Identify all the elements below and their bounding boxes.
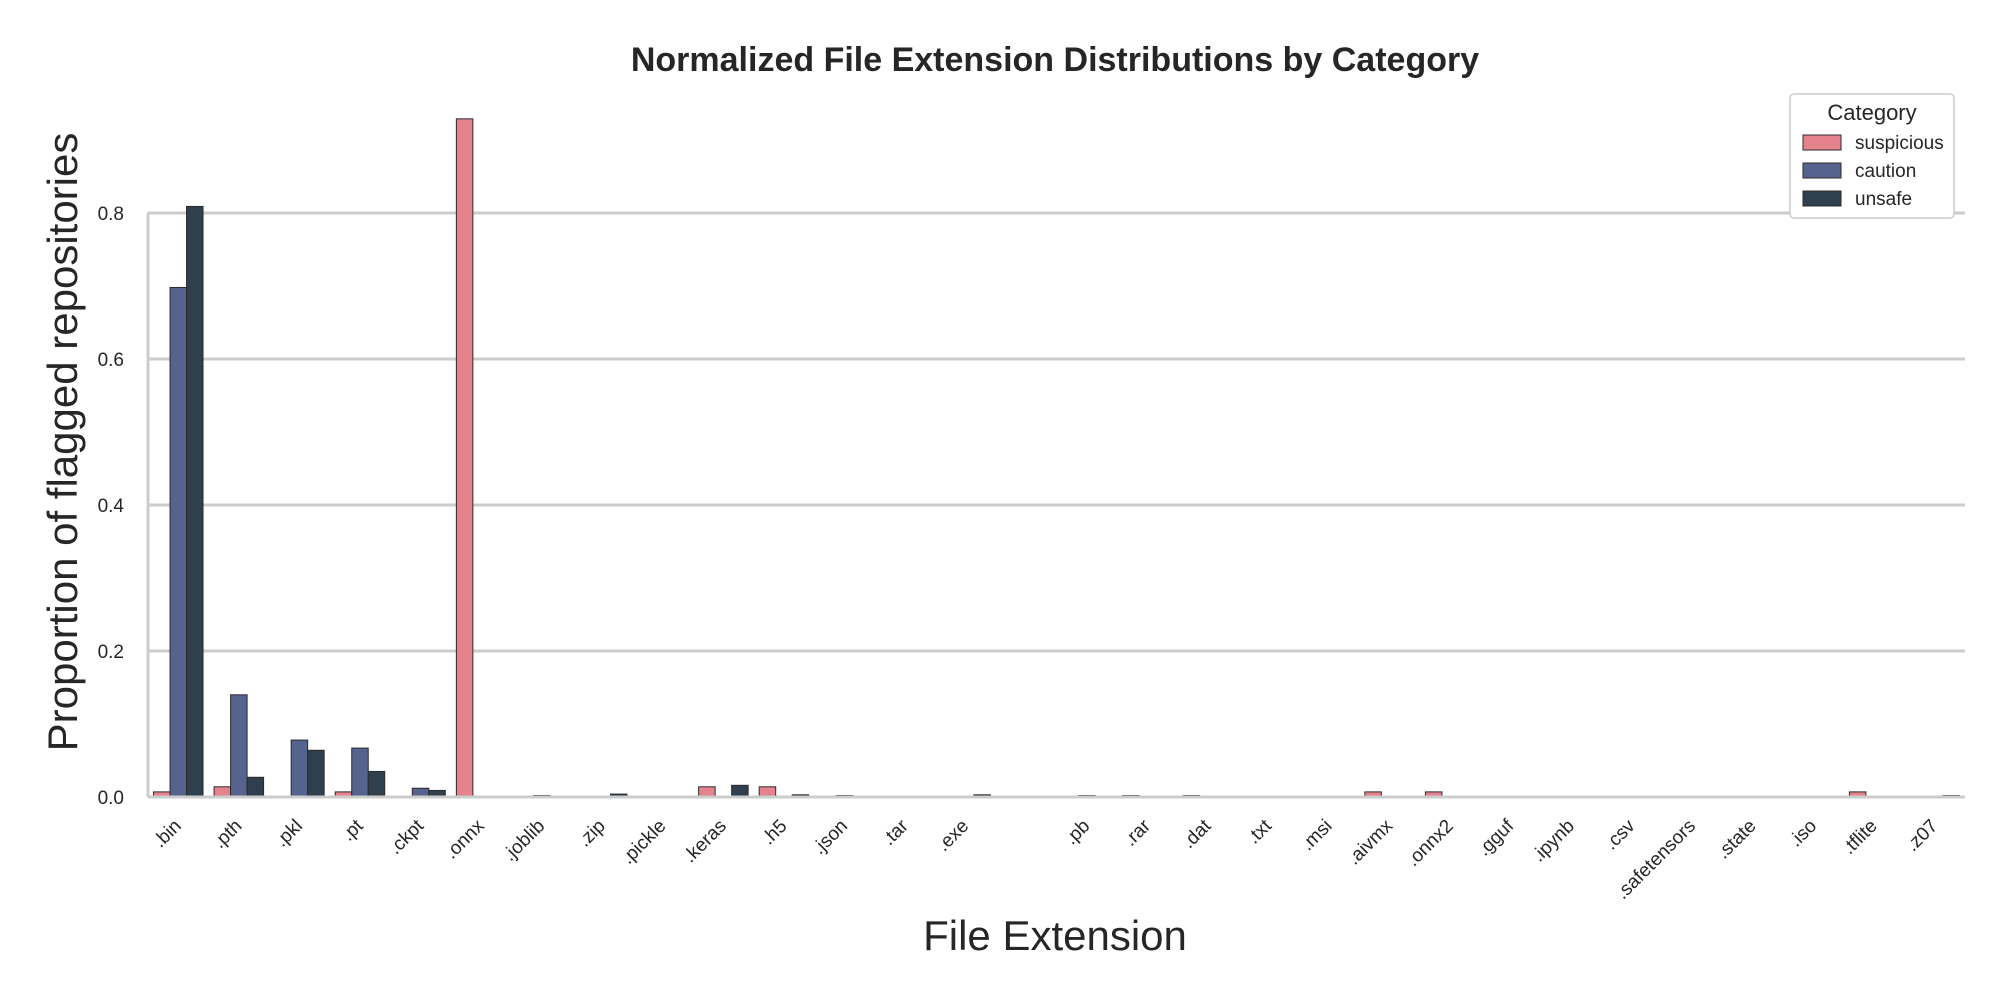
- y-tick-labels: 0.0 0.2 0.4 0.6 0.8: [98, 204, 125, 809]
- legend-frame: [1789, 93, 1955, 219]
- x-tick-label: .exe: [933, 816, 973, 856]
- bar-suspicious: [455, 118, 474, 798]
- bar-caution: [230, 694, 248, 798]
- bar-suspicious: [213, 786, 232, 798]
- y-tick-label: 0.2: [98, 642, 124, 663]
- bar-caution: [290, 739, 309, 798]
- x-tick-label: .pth: [209, 816, 246, 853]
- y-tick-label: 0.8: [98, 204, 124, 225]
- chart-title: Normalized File Extension Distributions …: [631, 41, 1479, 79]
- x-tick-label: .ckpt: [385, 815, 429, 859]
- y-tick-label: 0.4: [98, 496, 125, 517]
- x-tick-label: .msi: [1297, 816, 1336, 855]
- bar-unsafe: [246, 776, 265, 798]
- x-tick-label: .tflite: [1838, 816, 1881, 859]
- legend-swatch-caution: [1802, 162, 1842, 179]
- legend-swatch-suspicious: [1802, 134, 1842, 151]
- bar-caution: [169, 286, 188, 798]
- x-tick-label: .rar: [1120, 815, 1155, 850]
- bar-suspicious: [698, 786, 716, 798]
- legend: Category suspicious caution unsafe: [1789, 93, 1955, 219]
- x-tick-label: .ipynb: [1528, 816, 1579, 867]
- x-tick-label: .pb: [1061, 816, 1095, 850]
- x-tick-label: .dat: [1178, 815, 1216, 853]
- bar-unsafe: [367, 770, 386, 798]
- x-tick-label: .onnx: [441, 815, 489, 863]
- legend-label-unsafe: unsafe: [1855, 189, 1912, 210]
- bar-suspicious: [758, 786, 777, 798]
- bar-unsafe: [731, 784, 749, 798]
- grid-lines: [148, 211, 1965, 653]
- y-tick-label: 0.0: [98, 788, 124, 809]
- bar-unsafe: [307, 749, 325, 798]
- x-tick-label: .iso: [1785, 816, 1821, 852]
- x-tick-label: .pt: [338, 815, 368, 845]
- x-tick-label: .aivmx: [1343, 815, 1397, 869]
- bar-unsafe: [186, 205, 204, 798]
- x-tick-label: .txt: [1243, 815, 1276, 848]
- legend-label-caution: caution: [1855, 161, 1916, 182]
- x-tick-label: .csv: [1601, 815, 1640, 854]
- bars: [153, 118, 1960, 798]
- x-tick-label: .bin: [149, 816, 186, 853]
- x-tick-label: .state: [1713, 816, 1761, 864]
- x-tick-label: .keras: [679, 816, 730, 867]
- x-tick-labels: .bin .pth .pkl .pt .ckpt .onnx .joblib .zip .pic…: [149, 815, 1942, 904]
- x-axis-label: File Extension: [923, 912, 1187, 959]
- legend-swatch-unsafe: [1802, 190, 1842, 207]
- x-tick-label: .pickle: [617, 816, 670, 869]
- x-tick-label: .z07: [1902, 816, 1942, 856]
- x-tick-label: .h5: [758, 816, 792, 850]
- axes: [146, 213, 1965, 799]
- x-tick-label: .joblib: [499, 816, 549, 866]
- x-tick-label: .json: [809, 816, 852, 859]
- y-tick-label: 0.6: [98, 350, 124, 371]
- y-axis-label: Proportion of flagged repositories: [39, 133, 86, 752]
- x-tick-label: .onnx2: [1403, 816, 1458, 871]
- bar-caution: [351, 747, 369, 798]
- legend-label-suspicious: suspicious: [1855, 133, 1944, 154]
- x-tick-label: .pkl: [271, 816, 307, 852]
- legend-title: Category: [1827, 100, 1916, 125]
- x-tick-label: .gguf: [1474, 815, 1519, 860]
- x-tick-label: .tar: [878, 815, 913, 850]
- x-tick-label: .zip: [574, 816, 610, 852]
